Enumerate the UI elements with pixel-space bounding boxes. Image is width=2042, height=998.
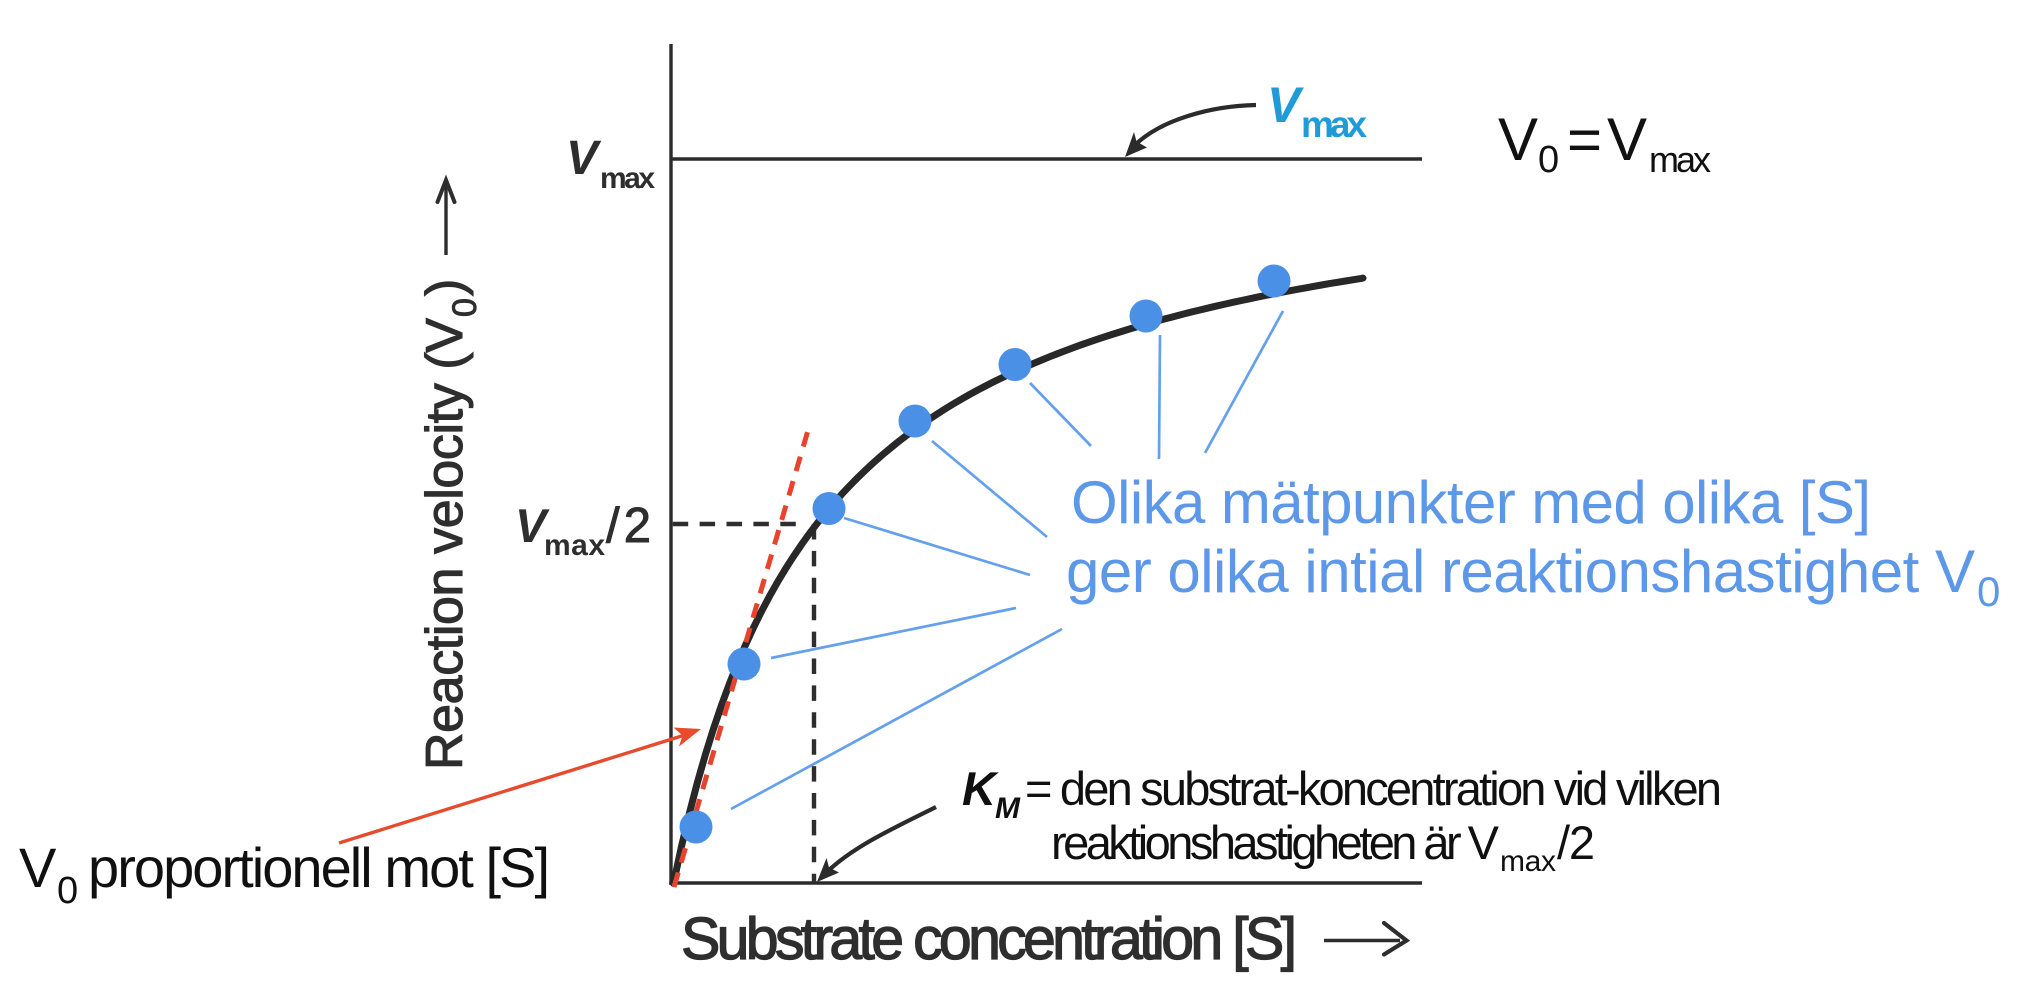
- svg-text:V: V: [566, 132, 602, 185]
- svg-text:0: 0: [446, 298, 484, 317]
- svg-text:V: V: [1267, 77, 1304, 133]
- svg-text:V: V: [19, 836, 57, 899]
- svg-text:max: max: [1649, 139, 1711, 180]
- svg-text:max: max: [1500, 845, 1556, 878]
- svg-text:proportionell mot [S]: proportionell mot [S]: [88, 836, 550, 899]
- svg-text:max: max: [544, 529, 605, 562]
- svg-text:V: V: [515, 499, 550, 552]
- svg-text:/2: /2: [606, 499, 651, 553]
- svg-text:Substrate concentration [S]: Substrate concentration [S]: [681, 906, 1297, 972]
- svg-text:K: K: [962, 762, 999, 815]
- svg-text:): ): [416, 279, 474, 296]
- svg-text:V: V: [1607, 106, 1647, 173]
- svg-text:0: 0: [1977, 568, 2000, 615]
- svg-text:max: max: [600, 162, 655, 195]
- svg-text:=: =: [1567, 106, 1602, 173]
- svg-text:= den substrat-koncentration v: = den substrat-koncentration vid vilken: [1025, 762, 1722, 815]
- svg-text:ger olika intial reaktionshast: ger olika intial reaktionshastighet V: [1066, 538, 1975, 605]
- svg-text:0: 0: [57, 870, 78, 912]
- svg-text:max: max: [1301, 104, 1367, 145]
- svg-text:/2: /2: [1557, 816, 1595, 869]
- svg-text:0: 0: [1538, 139, 1559, 181]
- svg-text:Reaction velocity (V: Reaction velocity (V: [416, 318, 474, 770]
- svg-text:Olika mätpunkter med olika [S]: Olika mätpunkter med olika [S]: [1071, 469, 1871, 536]
- svg-text:M: M: [995, 792, 1021, 825]
- svg-text:reaktionshastigheten är V: reaktionshastigheten är V: [1051, 816, 1500, 869]
- svg-text:V: V: [1498, 106, 1538, 173]
